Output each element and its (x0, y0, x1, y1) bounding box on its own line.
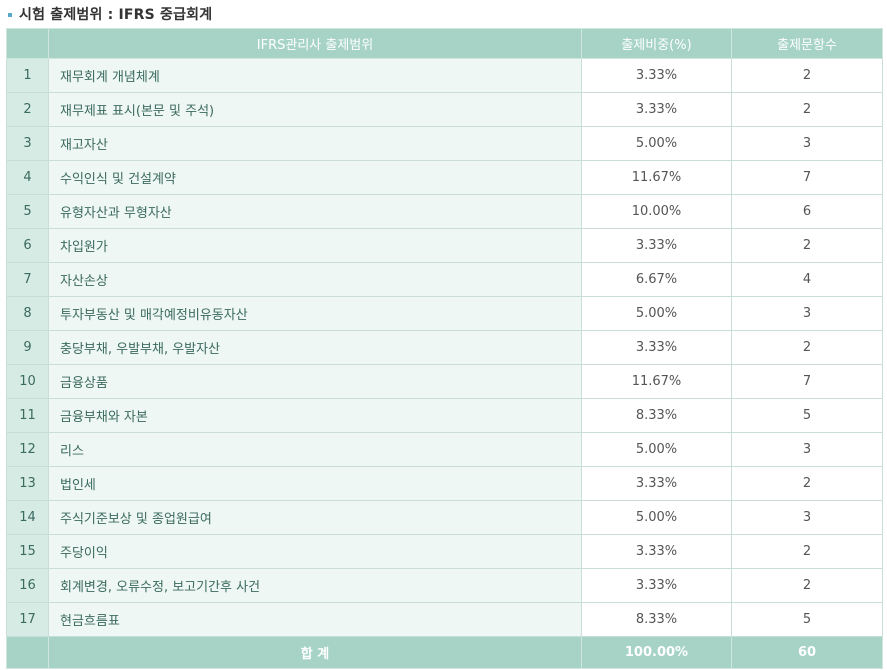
row-count: 3 (731, 500, 883, 535)
row-subject: 유형자산과 무형자산 (48, 194, 582, 229)
row-subject: 재고자산 (48, 126, 582, 161)
row-ratio: 11.67% (581, 364, 732, 399)
table-row: 14 주식기준보상 및 종업원급여 5.00% 3 (6, 500, 883, 535)
row-number: 17 (6, 602, 49, 637)
row-number: 12 (6, 432, 49, 467)
row-ratio: 3.33% (581, 568, 732, 603)
table-row: 15 주당이익 3.33% 2 (6, 534, 883, 569)
exam-scope-table: IFRS관리사 출제범위 출제비중(%) 출제문항수 1 재무회계 개념체계 3.3… (6, 28, 883, 669)
row-subject: 주식기준보상 및 종업원급여 (48, 500, 582, 535)
row-count: 5 (731, 398, 883, 433)
row-ratio: 5.00% (581, 296, 732, 331)
row-ratio: 3.33% (581, 58, 732, 93)
header-ratio: 출제비중(%) (581, 28, 732, 59)
total-row: 합 계 100.00% 60 (6, 636, 883, 669)
row-subject: 회계변경, 오류수정, 보고기간후 사건 (48, 568, 582, 603)
table-row: 13 법인세 3.33% 2 (6, 466, 883, 501)
row-ratio: 3.33% (581, 228, 732, 263)
row-subject: 충당부채, 우발부채, 우발자산 (48, 330, 582, 365)
row-count: 2 (731, 534, 883, 569)
row-number: 15 (6, 534, 49, 569)
row-count: 2 (731, 330, 883, 365)
row-number: 10 (6, 364, 49, 399)
table-row: 1 재무회계 개념체계 3.33% 2 (6, 58, 883, 93)
header-number (6, 28, 49, 59)
table-row: 6 차입원가 3.33% 2 (6, 228, 883, 263)
row-count: 2 (731, 92, 883, 127)
table-row: 2 재무제표 표시(본문 및 주석) 3.33% 2 (6, 92, 883, 127)
row-ratio: 8.33% (581, 398, 732, 433)
table-row: 3 재고자산 5.00% 3 (6, 126, 883, 161)
table-row: 7 자산손상 6.67% 4 (6, 262, 883, 297)
section-title-text: 시험 출제범위 : IFRS 중급회계 (19, 7, 213, 23)
row-number: 3 (6, 126, 49, 161)
row-count: 7 (731, 160, 883, 195)
table-row: 8 투자부동산 및 매각예정비유동자산 5.00% 3 (6, 296, 883, 331)
row-number: 14 (6, 500, 49, 535)
row-subject: 법인세 (48, 466, 582, 501)
table-row: 16 회계변경, 오류수정, 보고기간후 사건 3.33% 2 (6, 568, 883, 603)
table-row: 9 충당부채, 우발부채, 우발자산 3.33% 2 (6, 330, 883, 365)
row-count: 3 (731, 432, 883, 467)
row-number: 1 (6, 58, 49, 93)
row-subject: 금융상품 (48, 364, 582, 399)
row-number: 8 (6, 296, 49, 331)
row-ratio: 3.33% (581, 92, 732, 127)
row-subject: 자산손상 (48, 262, 582, 297)
row-subject: 재무회계 개념체계 (48, 58, 582, 93)
table-header-row: IFRS관리사 출제범위 출제비중(%) 출제문항수 (6, 28, 883, 59)
table-row: 12 리스 5.00% 3 (6, 432, 883, 467)
row-ratio: 3.33% (581, 534, 732, 569)
table-row: 4 수익인식 및 건설계약 11.67% 7 (6, 160, 883, 195)
row-number: 16 (6, 568, 49, 603)
row-count: 2 (731, 568, 883, 603)
total-count: 60 (731, 636, 883, 669)
row-number: 5 (6, 194, 49, 229)
row-subject: 차입원가 (48, 228, 582, 263)
row-subject: 현금흐름표 (48, 602, 582, 637)
row-number: 7 (6, 262, 49, 297)
row-ratio: 11.67% (581, 160, 732, 195)
row-count: 3 (731, 296, 883, 331)
row-count: 4 (731, 262, 883, 297)
table-row: 11 금융부채와 자본 8.33% 5 (6, 398, 883, 433)
table-row: 17 현금흐름표 8.33% 5 (6, 602, 883, 637)
row-count: 2 (731, 228, 883, 263)
row-number: 4 (6, 160, 49, 195)
row-count: 2 (731, 58, 883, 93)
row-ratio: 3.33% (581, 466, 732, 501)
row-subject: 리스 (48, 432, 582, 467)
row-number: 2 (6, 92, 49, 127)
row-count: 3 (731, 126, 883, 161)
total-ratio: 100.00% (581, 636, 732, 669)
table-row: 10 금융상품 11.67% 7 (6, 364, 883, 399)
row-subject: 주당이익 (48, 534, 582, 569)
row-ratio: 5.00% (581, 126, 732, 161)
row-number: 13 (6, 466, 49, 501)
header-subject: IFRS관리사 출제범위 (48, 28, 582, 59)
bullet-icon (8, 13, 12, 17)
row-ratio: 6.67% (581, 262, 732, 297)
row-count: 7 (731, 364, 883, 399)
row-ratio: 3.33% (581, 330, 732, 365)
total-number-cell (6, 636, 49, 669)
row-ratio: 8.33% (581, 602, 732, 637)
row-number: 11 (6, 398, 49, 433)
section-title: 시험 출제범위 : IFRS 중급회계 (8, 3, 212, 25)
row-subject: 수익인식 및 건설계약 (48, 160, 582, 195)
row-number: 6 (6, 228, 49, 263)
row-count: 5 (731, 602, 883, 637)
row-ratio: 10.00% (581, 194, 732, 229)
row-number: 9 (6, 330, 49, 365)
total-label: 합 계 (48, 636, 582, 669)
row-count: 6 (731, 194, 883, 229)
row-ratio: 5.00% (581, 500, 732, 535)
table-row: 5 유형자산과 무형자산 10.00% 6 (6, 194, 883, 229)
header-count: 출제문항수 (731, 28, 883, 59)
row-ratio: 5.00% (581, 432, 732, 467)
row-subject: 재무제표 표시(본문 및 주석) (48, 92, 582, 127)
row-subject: 투자부동산 및 매각예정비유동자산 (48, 296, 582, 331)
row-count: 2 (731, 466, 883, 501)
row-subject: 금융부채와 자본 (48, 398, 582, 433)
